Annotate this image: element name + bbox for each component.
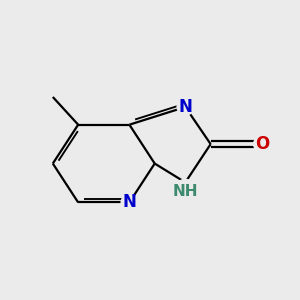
Text: NH: NH	[172, 184, 198, 199]
Text: O: O	[255, 135, 269, 153]
Text: N: N	[178, 98, 192, 116]
Text: N: N	[122, 194, 136, 211]
Circle shape	[174, 179, 197, 203]
Circle shape	[177, 99, 194, 115]
Circle shape	[254, 136, 270, 152]
Circle shape	[121, 194, 138, 211]
